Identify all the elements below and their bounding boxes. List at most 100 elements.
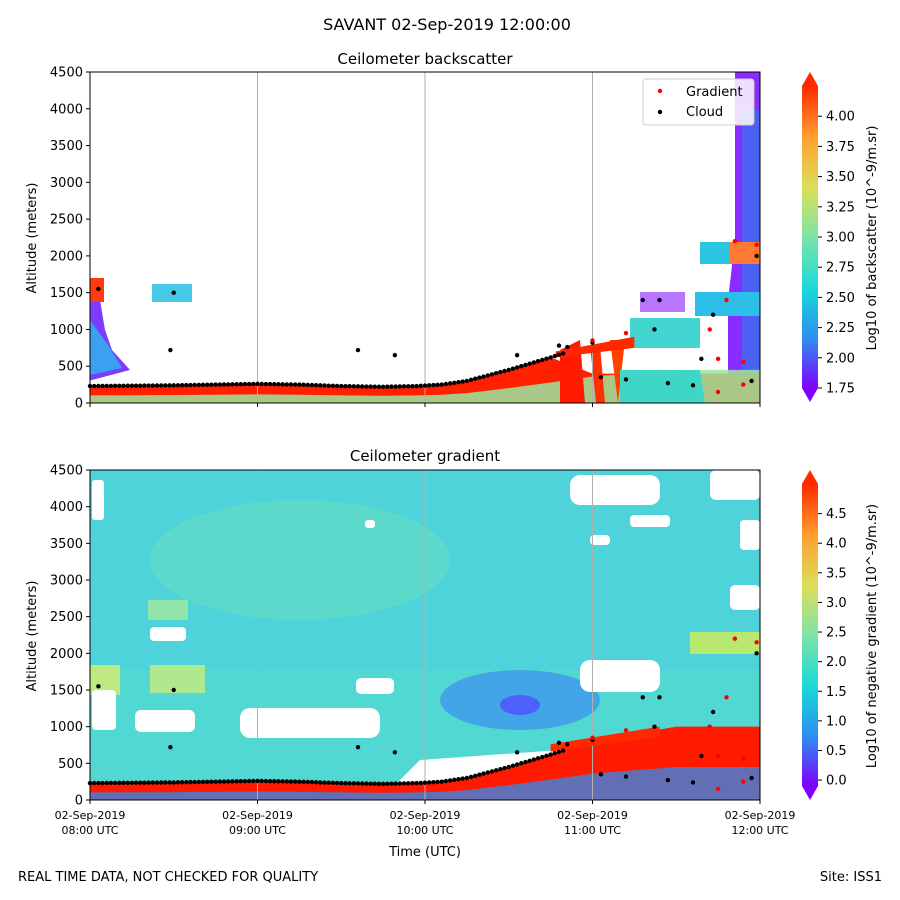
- y-tick-label: 2500: [50, 610, 83, 625]
- gradient-markers: [87, 636, 759, 792]
- cloud-marker: [129, 383, 135, 388]
- cloud-marker: [468, 377, 474, 383]
- cloud-marker: [481, 771, 486, 776]
- cloud-marker: [657, 695, 662, 700]
- cloud-marker: [418, 780, 424, 786]
- cloud-marker: [754, 253, 759, 259]
- cloud-marker: [623, 774, 629, 779]
- y-tick-label: 2000: [50, 647, 83, 662]
- cloud-marker: [540, 754, 545, 760]
- cloud-marker: [435, 779, 440, 785]
- cloud-marker: [690, 383, 696, 388]
- cloud-marker: [347, 384, 352, 389]
- colorbar-tick-label: 3.5: [826, 566, 847, 581]
- gradient-marker: [732, 636, 738, 641]
- gradient-marker: [724, 695, 729, 700]
- cloud-marker: [598, 772, 604, 777]
- x-tick-date: 02-Sep-2019: [55, 809, 126, 822]
- cloud-marker: [527, 758, 532, 763]
- cloud-marker: [238, 779, 243, 784]
- gradient-marker: [623, 728, 629, 733]
- cloud-marker: [414, 383, 419, 389]
- cloud-marker: [251, 778, 256, 784]
- cloud-marker: [217, 382, 223, 387]
- cloud-marker: [493, 371, 499, 376]
- cloud-marker: [598, 375, 604, 380]
- cloud-marker: [531, 757, 537, 762]
- cloud-marker: [343, 383, 348, 389]
- x-tick-date: 02-Sep-2019: [725, 809, 796, 822]
- colorbar-tick-label: 4.00: [826, 110, 855, 125]
- cloud-marker: [389, 781, 394, 786]
- cloud-marker: [154, 383, 160, 388]
- backscatter-gridlines: [257, 72, 635, 403]
- gradient-marker: [741, 359, 746, 365]
- cloud-marker: [514, 762, 520, 767]
- y-tick-label: 1000: [50, 720, 83, 735]
- cloud-marker: [276, 382, 281, 387]
- x-tick-time: 08:00 UTC: [61, 824, 118, 837]
- cloud-marker: [385, 781, 390, 786]
- cloud-marker: [280, 779, 285, 784]
- x-tick-date: 02-Sep-2019: [557, 809, 628, 822]
- cloud-marker: [393, 384, 398, 389]
- cloud-marker: [175, 780, 181, 785]
- cloud-marker: [514, 365, 520, 370]
- cloud-marker: [125, 780, 130, 786]
- gradient-marker: [715, 753, 721, 759]
- cloud-marker: [117, 383, 122, 389]
- cloud-marker: [242, 381, 248, 387]
- cloud-marker: [699, 753, 704, 759]
- quality-disclaimer: REAL TIME DATA, NOT CHECKED FOR QUALITY: [18, 870, 319, 885]
- cloud-marker: [318, 383, 323, 388]
- cloud-marker: [401, 781, 407, 786]
- cloud-marker: [456, 777, 461, 782]
- cloud-marker: [133, 780, 139, 785]
- y-tick-label: 4500: [50, 66, 83, 81]
- cloud-marker: [142, 780, 147, 785]
- cloud-marker: [238, 381, 243, 387]
- cloud-marker: [506, 764, 511, 770]
- colorbar-tick-label: 1.75: [826, 382, 855, 397]
- cloud-marker: [519, 761, 524, 766]
- cloud-marker: [535, 358, 541, 364]
- gradient-marker: [590, 735, 595, 740]
- cloud-marker: [213, 779, 218, 784]
- cloud-marker: [376, 781, 382, 786]
- elevated-layer: [555, 336, 635, 358]
- colorbar-tick-label: 3.0: [826, 596, 847, 611]
- gradient-marker: [715, 389, 721, 395]
- cloud-marker: [481, 374, 486, 379]
- y-tick-label: 1500: [50, 286, 83, 301]
- cloud-marker: [339, 383, 344, 389]
- cloud-marker: [205, 779, 210, 785]
- cloud-marker: [150, 780, 156, 785]
- cloud-marker: [171, 290, 176, 295]
- cloud-marker: [749, 775, 754, 781]
- cloud-marker: [91, 383, 97, 389]
- cloud-marker: [493, 768, 499, 773]
- cloud-marker: [150, 383, 156, 388]
- cloud-marker: [267, 381, 273, 387]
- cloud-marker: [368, 384, 373, 389]
- cloud-marker: [754, 651, 759, 656]
- colorbar-tick-label: 2.00: [826, 351, 855, 366]
- cloud-marker: [188, 382, 193, 388]
- cloud-marker: [380, 781, 386, 787]
- cloud-marker: [225, 779, 231, 784]
- y-tick-label: 2500: [50, 213, 83, 228]
- cloud-marker: [305, 779, 310, 785]
- cloud-marker: [117, 780, 122, 786]
- cloud-marker: [334, 780, 340, 786]
- cloud-marker: [267, 778, 273, 784]
- cloud-marker: [272, 381, 277, 387]
- cloud-marker: [447, 381, 453, 386]
- cloud-marker: [393, 781, 398, 786]
- cloud-marker: [414, 780, 419, 786]
- gradient-marker: [590, 338, 595, 343]
- cloud-marker: [154, 780, 160, 785]
- y-tick-label: 1500: [50, 684, 83, 699]
- cloud-marker: [749, 378, 754, 384]
- cloud-marker: [540, 357, 545, 363]
- y-tick-label: 3500: [50, 139, 83, 154]
